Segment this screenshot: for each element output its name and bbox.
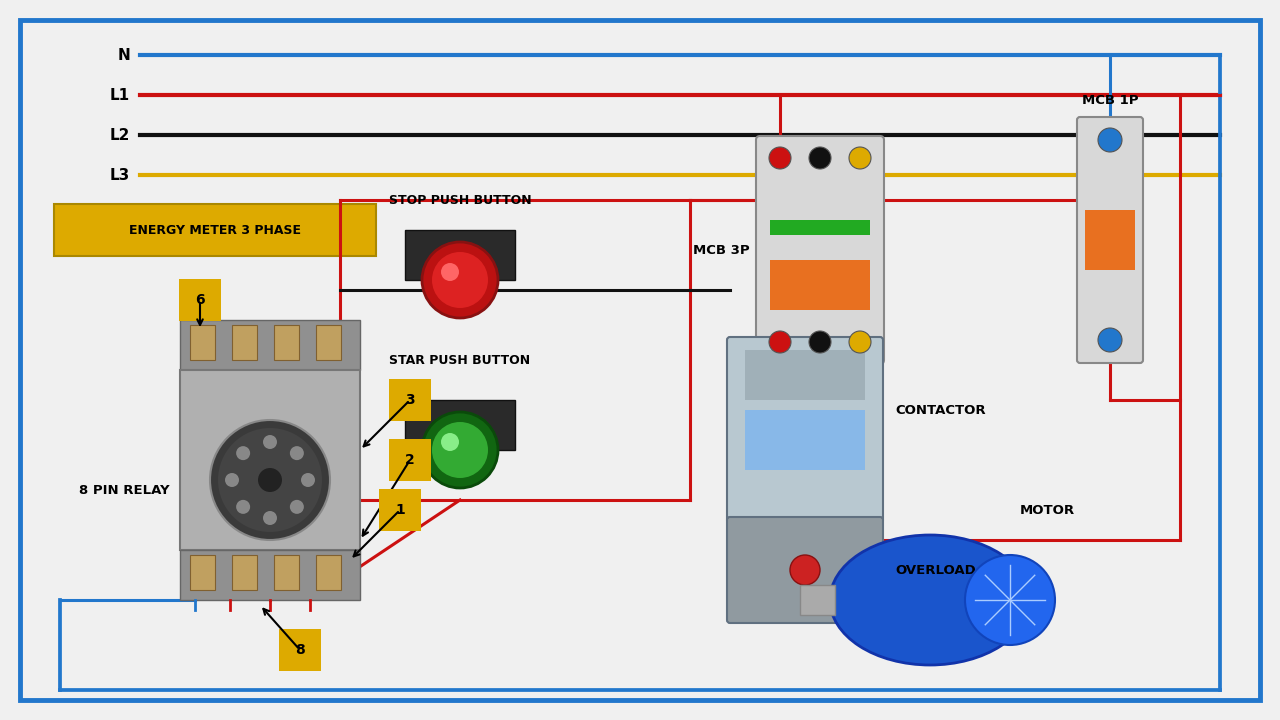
Bar	[189, 325, 215, 360]
FancyBboxPatch shape	[727, 517, 883, 623]
Bar	[771, 220, 870, 235]
Text: L3: L3	[110, 168, 131, 182]
Text: STAR PUSH BUTTON: STAR PUSH BUTTON	[389, 354, 531, 366]
FancyBboxPatch shape	[389, 439, 431, 481]
FancyBboxPatch shape	[727, 337, 883, 523]
Text: 8: 8	[296, 643, 305, 657]
Bar	[232, 555, 257, 590]
Text: 8 PIN RELAY: 8 PIN RELAY	[79, 484, 170, 497]
Text: 3: 3	[406, 393, 415, 407]
Text: STOP PUSH BUTTON: STOP PUSH BUTTON	[389, 194, 531, 207]
Bar	[232, 325, 257, 360]
FancyBboxPatch shape	[54, 204, 376, 256]
Text: 1: 1	[396, 503, 404, 517]
Circle shape	[236, 446, 250, 460]
Bar	[745, 350, 865, 400]
Circle shape	[301, 473, 315, 487]
Bar	[180, 320, 360, 370]
Circle shape	[769, 147, 791, 169]
Bar	[189, 555, 215, 590]
Circle shape	[225, 473, 239, 487]
Text: 6: 6	[195, 293, 205, 307]
Circle shape	[218, 428, 323, 532]
FancyBboxPatch shape	[756, 136, 884, 364]
Bar	[274, 555, 300, 590]
Circle shape	[422, 412, 498, 488]
Circle shape	[236, 500, 250, 514]
Circle shape	[965, 555, 1055, 645]
Circle shape	[1098, 328, 1123, 352]
FancyBboxPatch shape	[279, 629, 321, 671]
FancyBboxPatch shape	[379, 489, 421, 531]
Circle shape	[809, 147, 831, 169]
Text: OVERLOAD: OVERLOAD	[895, 564, 975, 577]
Circle shape	[433, 252, 488, 308]
Text: L2: L2	[110, 127, 131, 143]
Circle shape	[790, 555, 820, 585]
Bar	[316, 325, 340, 360]
Circle shape	[262, 435, 276, 449]
Circle shape	[849, 147, 870, 169]
Bar	[404, 400, 515, 450]
Bar	[771, 260, 870, 310]
Circle shape	[1098, 128, 1123, 152]
Text: MOTOR: MOTOR	[1020, 503, 1075, 516]
Bar	[316, 555, 340, 590]
Circle shape	[442, 263, 460, 281]
Circle shape	[262, 511, 276, 525]
Bar	[274, 325, 300, 360]
Text: 2: 2	[406, 453, 415, 467]
Circle shape	[849, 331, 870, 353]
Circle shape	[289, 446, 303, 460]
Circle shape	[259, 468, 282, 492]
FancyBboxPatch shape	[1076, 117, 1143, 363]
Text: ENERGY METER 3 PHASE: ENERGY METER 3 PHASE	[129, 223, 301, 236]
Bar	[404, 230, 515, 280]
Circle shape	[289, 500, 303, 514]
Text: L1: L1	[110, 88, 131, 102]
FancyBboxPatch shape	[389, 379, 431, 421]
Circle shape	[442, 433, 460, 451]
Circle shape	[769, 331, 791, 353]
Text: MCB 1P: MCB 1P	[1082, 94, 1138, 107]
Circle shape	[210, 420, 330, 540]
FancyBboxPatch shape	[179, 279, 221, 321]
Text: N: N	[118, 48, 131, 63]
Circle shape	[809, 331, 831, 353]
Bar	[800, 585, 835, 615]
Bar	[180, 370, 360, 550]
Text: CONTACTOR: CONTACTOR	[895, 403, 986, 416]
Bar	[180, 550, 360, 600]
Bar	[1085, 210, 1135, 270]
Text: MCB 3P: MCB 3P	[694, 243, 750, 256]
Circle shape	[433, 422, 488, 478]
Bar	[745, 410, 865, 470]
Ellipse shape	[829, 535, 1030, 665]
Circle shape	[422, 242, 498, 318]
